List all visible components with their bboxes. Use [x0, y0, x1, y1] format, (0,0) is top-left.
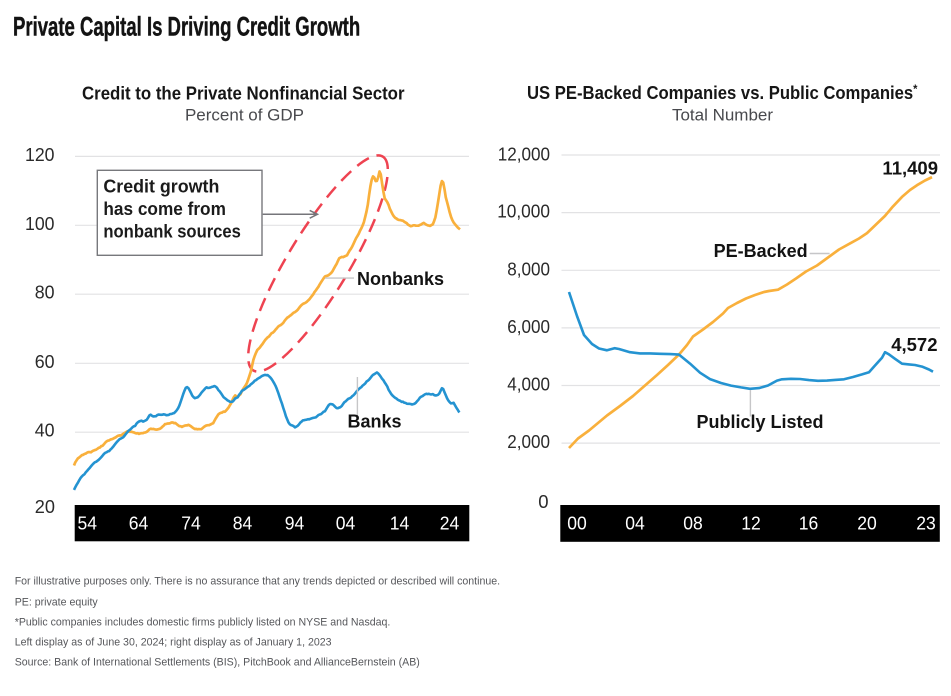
- svg-text:Nonbanks: Nonbanks: [357, 269, 444, 289]
- svg-text:94: 94: [285, 513, 305, 534]
- svg-text:Total Number: Total Number: [672, 106, 773, 125]
- svg-text:Private Capital Is Driving Cre: Private Capital Is Driving Credit Growth: [13, 11, 360, 41]
- svg-text:has come from: has come from: [103, 199, 225, 219]
- svg-text:11,409: 11,409: [882, 158, 938, 179]
- svg-text:*Public companies includes dom: *Public companies includes domestic firm…: [15, 616, 391, 628]
- svg-text:16: 16: [799, 513, 819, 534]
- svg-text:8,000: 8,000: [507, 258, 550, 279]
- svg-text:84: 84: [233, 513, 253, 534]
- svg-text:20: 20: [35, 496, 55, 517]
- svg-text:nonbank sources: nonbank sources: [103, 221, 241, 241]
- svg-text:US PE-Backed Companies vs. Pub: US PE-Backed Companies vs. Public Compan…: [527, 82, 918, 103]
- svg-text:24: 24: [440, 513, 460, 534]
- svg-text:4,572: 4,572: [891, 334, 937, 355]
- svg-text:40: 40: [35, 420, 55, 441]
- svg-text:Source: Bank of International: Source: Bank of International Settlement…: [15, 656, 420, 668]
- svg-text:Credit to the Private Nonfinan: Credit to the Private Nonfinancial Secto…: [82, 83, 405, 103]
- svg-text:04: 04: [336, 513, 356, 534]
- svg-text:20: 20: [857, 513, 877, 534]
- svg-text:Publicly Listed: Publicly Listed: [696, 412, 823, 432]
- svg-text:6,000: 6,000: [507, 316, 550, 337]
- svg-text:0: 0: [538, 491, 548, 512]
- svg-text:12,000: 12,000: [498, 144, 550, 165]
- svg-text:Percent of GDP: Percent of GDP: [185, 106, 304, 125]
- svg-text:80: 80: [35, 282, 55, 303]
- svg-text:Banks: Banks: [347, 411, 401, 431]
- svg-text:For illustrative purposes only: For illustrative purposes only. There is…: [15, 576, 500, 588]
- svg-text:PE-Backed: PE-Backed: [714, 241, 808, 261]
- svg-text:74: 74: [181, 513, 201, 534]
- svg-text:4,000: 4,000: [507, 374, 550, 395]
- svg-text:14: 14: [390, 513, 410, 534]
- svg-text:00: 00: [567, 513, 587, 534]
- svg-text:64: 64: [129, 513, 149, 534]
- svg-text:54: 54: [77, 513, 97, 534]
- svg-text:PE: private equity: PE: private equity: [15, 596, 99, 608]
- svg-text:23: 23: [916, 513, 936, 534]
- svg-text:120: 120: [25, 144, 55, 165]
- svg-text:Left display as of June 30, 20: Left display as of June 30, 2024; right …: [15, 636, 332, 648]
- svg-text:60: 60: [35, 351, 55, 372]
- svg-text:12: 12: [741, 513, 761, 534]
- svg-text:2,000: 2,000: [507, 431, 550, 452]
- svg-text:08: 08: [683, 513, 703, 534]
- svg-text:10,000: 10,000: [497, 201, 550, 222]
- svg-text:Credit growth: Credit growth: [103, 177, 219, 197]
- svg-text:04: 04: [625, 513, 645, 534]
- svg-text:100: 100: [25, 213, 55, 234]
